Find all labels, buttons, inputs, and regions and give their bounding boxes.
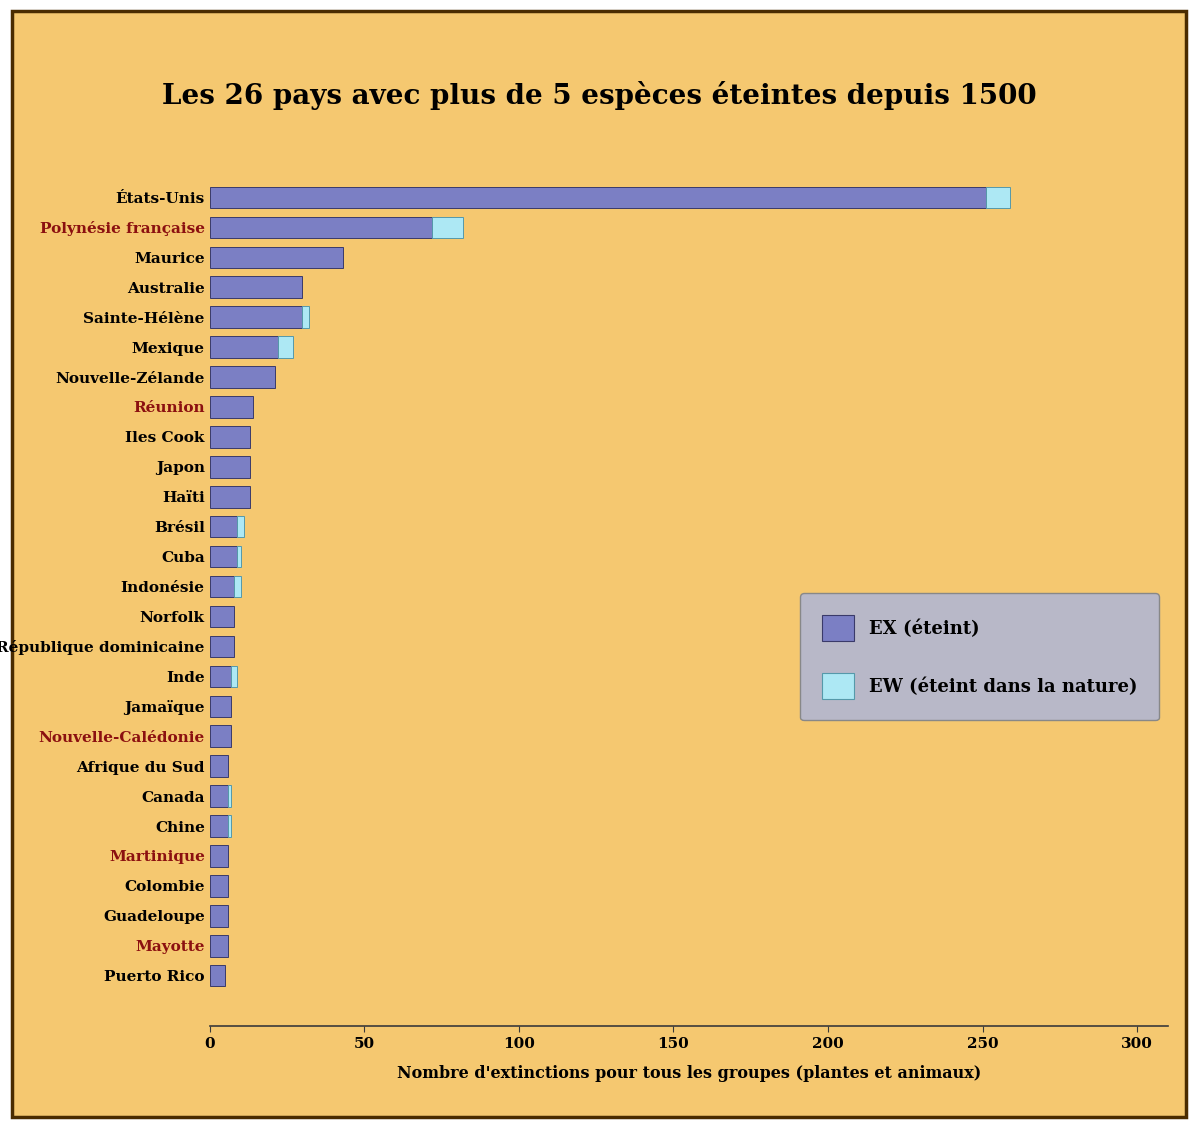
Bar (210, 845, 228, 866)
Legend: EX (éteint), EW (éteint dans la nature): EX (éteint), EW (éteint dans la nature) (800, 593, 1158, 721)
Bar (210, 515, 237, 537)
Bar (210, 756, 228, 777)
X-axis label: Nombre d'extinctions pour tous les groupes (plantes et animaux): Nombre d'extinctions pour tous les group… (397, 1065, 981, 1082)
Bar (278, 336, 294, 358)
Bar (210, 816, 228, 837)
Bar (210, 396, 253, 417)
Bar (210, 546, 237, 567)
Bar (210, 935, 228, 957)
Bar (210, 785, 228, 807)
Text: Les 26 pays avec plus de 5 espèces éteintes depuis 1500: Les 26 pays avec plus de 5 espèces étein… (162, 81, 1036, 111)
Bar (210, 367, 274, 388)
Bar (432, 217, 464, 238)
Bar (235, 575, 241, 598)
Bar (237, 546, 241, 567)
Bar (986, 186, 1010, 209)
Bar (210, 875, 228, 897)
Bar (210, 307, 302, 328)
Bar (210, 486, 250, 508)
Bar (237, 515, 243, 537)
Bar (210, 666, 231, 687)
Bar (210, 964, 225, 987)
Bar (210, 247, 343, 268)
Bar (210, 426, 250, 448)
Bar (210, 276, 302, 298)
Bar (210, 456, 250, 477)
Bar (228, 785, 231, 807)
Bar (210, 186, 986, 209)
Bar (302, 307, 309, 328)
Bar (210, 217, 432, 238)
Bar (210, 336, 278, 358)
Bar (210, 606, 235, 627)
Bar (210, 905, 228, 926)
Bar (228, 816, 231, 837)
Bar (210, 575, 235, 598)
Bar (231, 666, 237, 687)
Bar (210, 636, 235, 658)
Bar (210, 696, 231, 717)
Bar (210, 725, 231, 747)
